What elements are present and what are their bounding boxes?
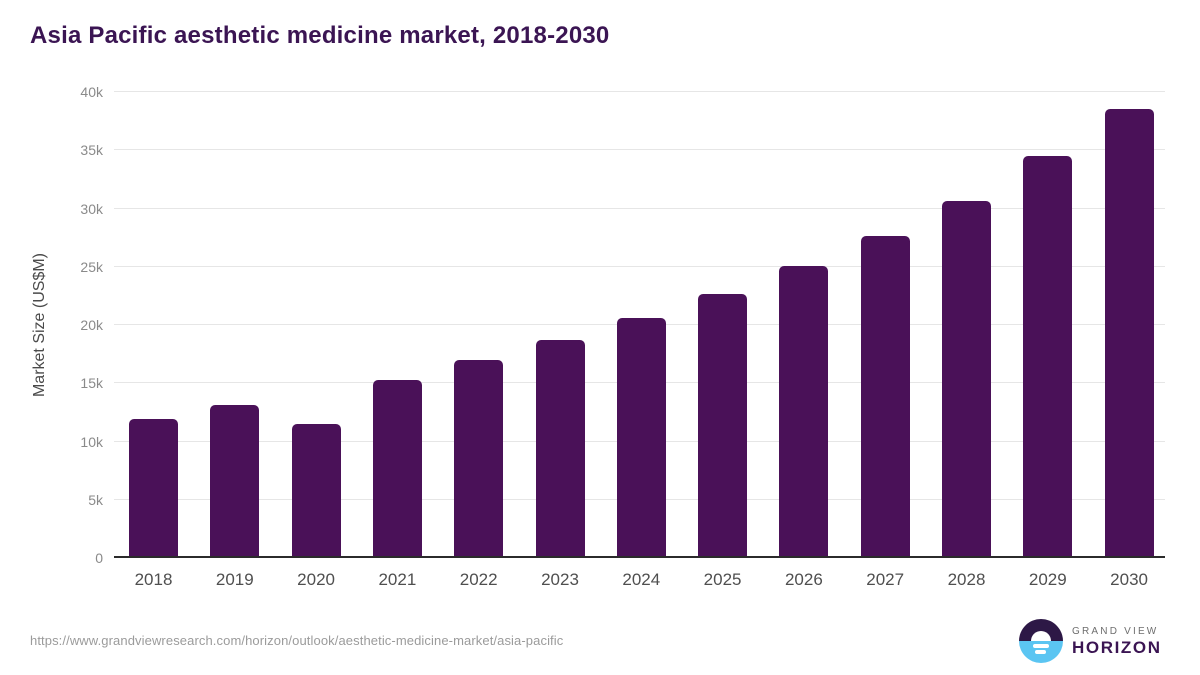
y-tick-label-5k: 5k	[88, 491, 103, 508]
bar-2029[interactable]	[1023, 156, 1073, 556]
y-tick-label-30k: 30k	[80, 200, 103, 217]
bar-2028[interactable]	[942, 200, 991, 556]
bar-2027[interactable]	[860, 235, 910, 556]
chart-title: Asia Pacific aesthetic medicine market, …	[30, 22, 610, 49]
gridline-25k	[114, 265, 1165, 267]
y-tick-label-25k: 25k	[80, 258, 103, 275]
x-axis-labels: 2018 2019 2020 2021 2022 2023 2024 2025 2026 2027…	[114, 570, 1165, 594]
x-tick-label-2022: 2022	[459, 570, 498, 589]
x-tick-label-2020: 2020	[297, 570, 335, 589]
gridline-30k	[114, 207, 1165, 209]
gridline-35k	[114, 149, 1165, 151]
x-tick-label-2023: 2023	[541, 570, 579, 589]
gridline-40k	[114, 91, 1165, 92]
bar-2020[interactable]	[291, 424, 341, 556]
plot-area	[114, 91, 1165, 558]
logo-text-grand-view: GRAND VIEW	[1072, 626, 1159, 637]
bar-2024[interactable]	[616, 318, 666, 556]
x-tick-label-2029: 2029	[1028, 570, 1067, 589]
y-tick-label-10k: 10k	[80, 433, 103, 450]
sun-icon	[1031, 631, 1051, 641]
bar-2022[interactable]	[454, 360, 504, 556]
horizon-reflection-line	[1033, 644, 1049, 648]
bar-2018[interactable]	[129, 418, 178, 556]
x-tick-label-2026: 2026	[784, 570, 823, 589]
x-tick-label-2025: 2025	[703, 570, 742, 589]
bar-2026[interactable]	[779, 265, 829, 556]
x-tick-label-2018: 2018	[134, 570, 173, 589]
bar-2023[interactable]	[535, 340, 585, 556]
x-tick-label-2028: 2028	[947, 570, 986, 589]
bar-2021[interactable]	[372, 380, 422, 556]
bar-2030[interactable]	[1104, 108, 1154, 556]
x-tick-label-2021: 2021	[378, 570, 417, 589]
x-tick-label-2019: 2019	[215, 570, 254, 589]
x-tick-label-2027: 2027	[866, 570, 905, 589]
y-tick-label-20k: 20k	[80, 317, 103, 333]
y-tick-label-0: 0	[95, 550, 103, 566]
logo-text-horizon: HORIZON	[1072, 638, 1162, 657]
horizon-reflection-line	[1035, 650, 1046, 654]
bar-2025[interactable]	[698, 293, 748, 556]
y-tick-label-35k: 35k	[80, 142, 103, 159]
grand-view-horizon-logo: GRAND VIEW HORIZON	[1019, 619, 1162, 663]
y-axis-ticks: 0 5k 10k 15k 20k 25k 30k 35k 40k	[0, 84, 103, 566]
y-tick-label-15k: 15k	[80, 375, 103, 392]
horizon-logo-icon	[1019, 619, 1063, 663]
bar-2019[interactable]	[210, 404, 260, 556]
y-tick-label-40k: 40k	[80, 84, 103, 100]
x-tick-label-2030: 2030	[1110, 570, 1148, 589]
source-url: https://www.grandviewresearch.com/horizo…	[30, 633, 564, 648]
x-tick-label-2024: 2024	[622, 570, 661, 589]
